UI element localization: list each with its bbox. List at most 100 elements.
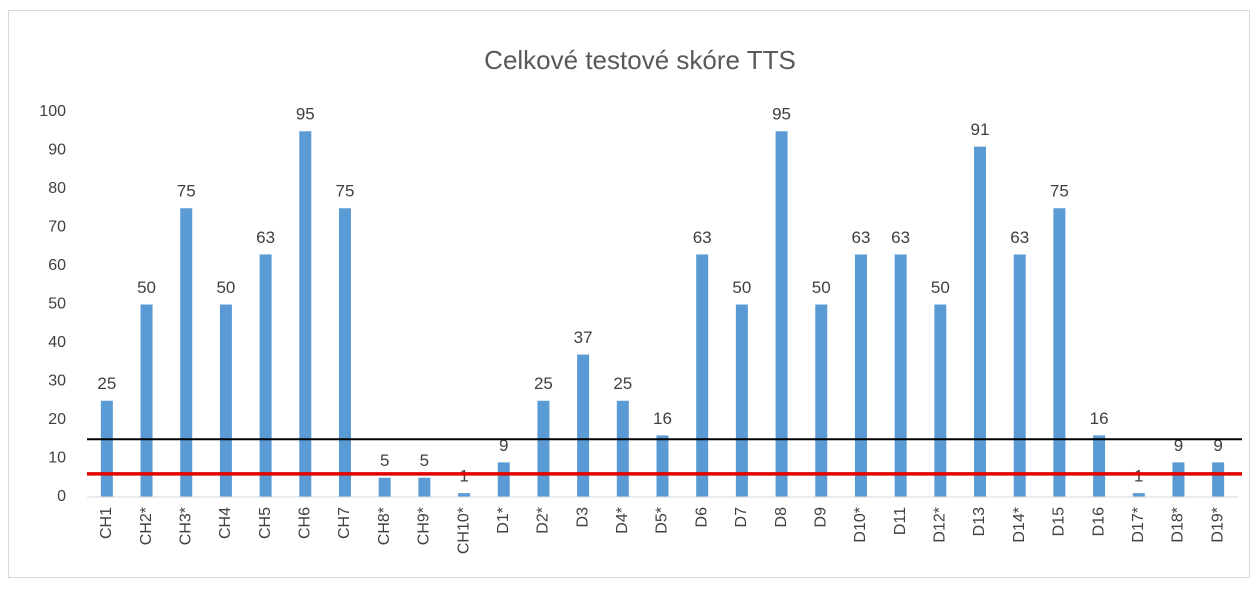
data-label: 95 [296, 105, 315, 124]
data-label: 75 [336, 182, 355, 201]
x-tick-label: CH5 [257, 507, 274, 539]
bar [1093, 435, 1106, 497]
bar [140, 304, 153, 497]
data-label: 63 [891, 228, 910, 247]
y-tick-label: 30 [48, 373, 66, 390]
bar [894, 254, 907, 497]
bar [1053, 208, 1066, 497]
x-tick-label: D14* [1011, 507, 1028, 543]
data-label: 25 [613, 374, 632, 393]
y-tick-label: 0 [57, 488, 66, 505]
x-tick-label: CH2* [138, 507, 155, 545]
data-label: 91 [971, 120, 990, 139]
x-tick-label: D11 [892, 507, 909, 535]
x-tick-label: CH8* [376, 507, 393, 545]
x-tick-label: CH10* [455, 507, 472, 554]
data-label: 1 [1134, 467, 1143, 486]
bar [656, 435, 669, 497]
data-label: 75 [1050, 182, 1069, 201]
data-label: 1 [459, 467, 468, 486]
data-label: 63 [1010, 228, 1029, 247]
bar [815, 304, 828, 497]
data-label: 25 [97, 374, 116, 393]
x-tick-label: D6 [693, 507, 710, 528]
data-label: 9 [1174, 436, 1183, 455]
data-label: 50 [137, 278, 156, 297]
bar [497, 462, 510, 497]
bar [1013, 254, 1026, 497]
x-tick-label: CH7 [336, 507, 353, 539]
y-tick-label: 90 [48, 142, 66, 159]
bar [775, 131, 788, 497]
data-label: 63 [693, 228, 712, 247]
data-label: 50 [931, 278, 950, 297]
x-tick-label: D5* [654, 507, 671, 534]
x-tick-label: D10* [852, 507, 869, 543]
data-label: 9 [1213, 436, 1222, 455]
bar [616, 400, 629, 497]
bar [458, 493, 471, 497]
bar [934, 304, 947, 497]
data-label: 9 [499, 436, 508, 455]
data-label: 16 [653, 409, 672, 428]
bar [854, 254, 867, 497]
y-tick-label: 80 [48, 180, 66, 197]
bar [974, 146, 987, 497]
data-label: 50 [812, 278, 831, 297]
y-tick-label: 10 [48, 450, 66, 467]
y-tick-label: 50 [48, 296, 66, 313]
bar [100, 400, 113, 497]
bar [219, 304, 232, 497]
data-label: 16 [1090, 409, 1109, 428]
x-tick-label: D7 [733, 507, 750, 528]
x-tick-label: D12* [932, 507, 949, 543]
y-tick-label: 20 [48, 411, 66, 428]
bar [696, 254, 709, 497]
x-tick-label: D3 [574, 507, 591, 528]
x-tick-label: D8 [773, 507, 790, 528]
data-label: 50 [732, 278, 751, 297]
data-label: 63 [256, 228, 275, 247]
bar [180, 208, 193, 497]
x-tick-label: D4* [614, 507, 631, 534]
x-tick-label: D16 [1090, 507, 1107, 536]
y-tick-label: 100 [39, 103, 66, 120]
x-tick-label: D2* [535, 507, 552, 534]
x-tick-label: CH3* [177, 507, 194, 545]
data-label: 5 [420, 451, 429, 470]
bar [378, 477, 391, 497]
bar [338, 208, 351, 497]
x-tick-label: CH9* [416, 507, 433, 545]
x-tick-label: D13 [971, 507, 988, 536]
x-tick-label: CH6 [297, 507, 314, 539]
bar [1132, 493, 1145, 497]
x-tick-label: CH1 [98, 507, 115, 539]
x-tick-label: D1* [495, 507, 512, 534]
bar [418, 477, 431, 497]
bar [537, 400, 550, 497]
data-label: 25 [534, 374, 553, 393]
bar [577, 354, 590, 497]
bar [1212, 462, 1225, 497]
y-tick-label: 70 [48, 219, 66, 236]
x-tick-label: D18* [1170, 507, 1187, 543]
y-tick-label: 40 [48, 334, 66, 351]
bar [299, 131, 312, 497]
x-tick-label: D17* [1130, 507, 1147, 543]
bar [259, 254, 272, 497]
data-label: 37 [574, 328, 593, 347]
data-label: 50 [216, 278, 235, 297]
chart-title: Celkové testové skóre TTS [484, 45, 796, 75]
x-tick-label: D15 [1051, 507, 1068, 536]
bar [735, 304, 748, 497]
bar [1172, 462, 1185, 497]
chart-border [8, 10, 1250, 578]
y-tick-label: 60 [48, 257, 66, 274]
data-label: 63 [851, 228, 870, 247]
x-tick-label: CH4 [217, 507, 234, 539]
x-tick-label: D9 [812, 507, 829, 528]
data-label: 75 [177, 182, 196, 201]
data-label: 5 [380, 451, 389, 470]
x-tick-label: D19* [1209, 507, 1226, 543]
